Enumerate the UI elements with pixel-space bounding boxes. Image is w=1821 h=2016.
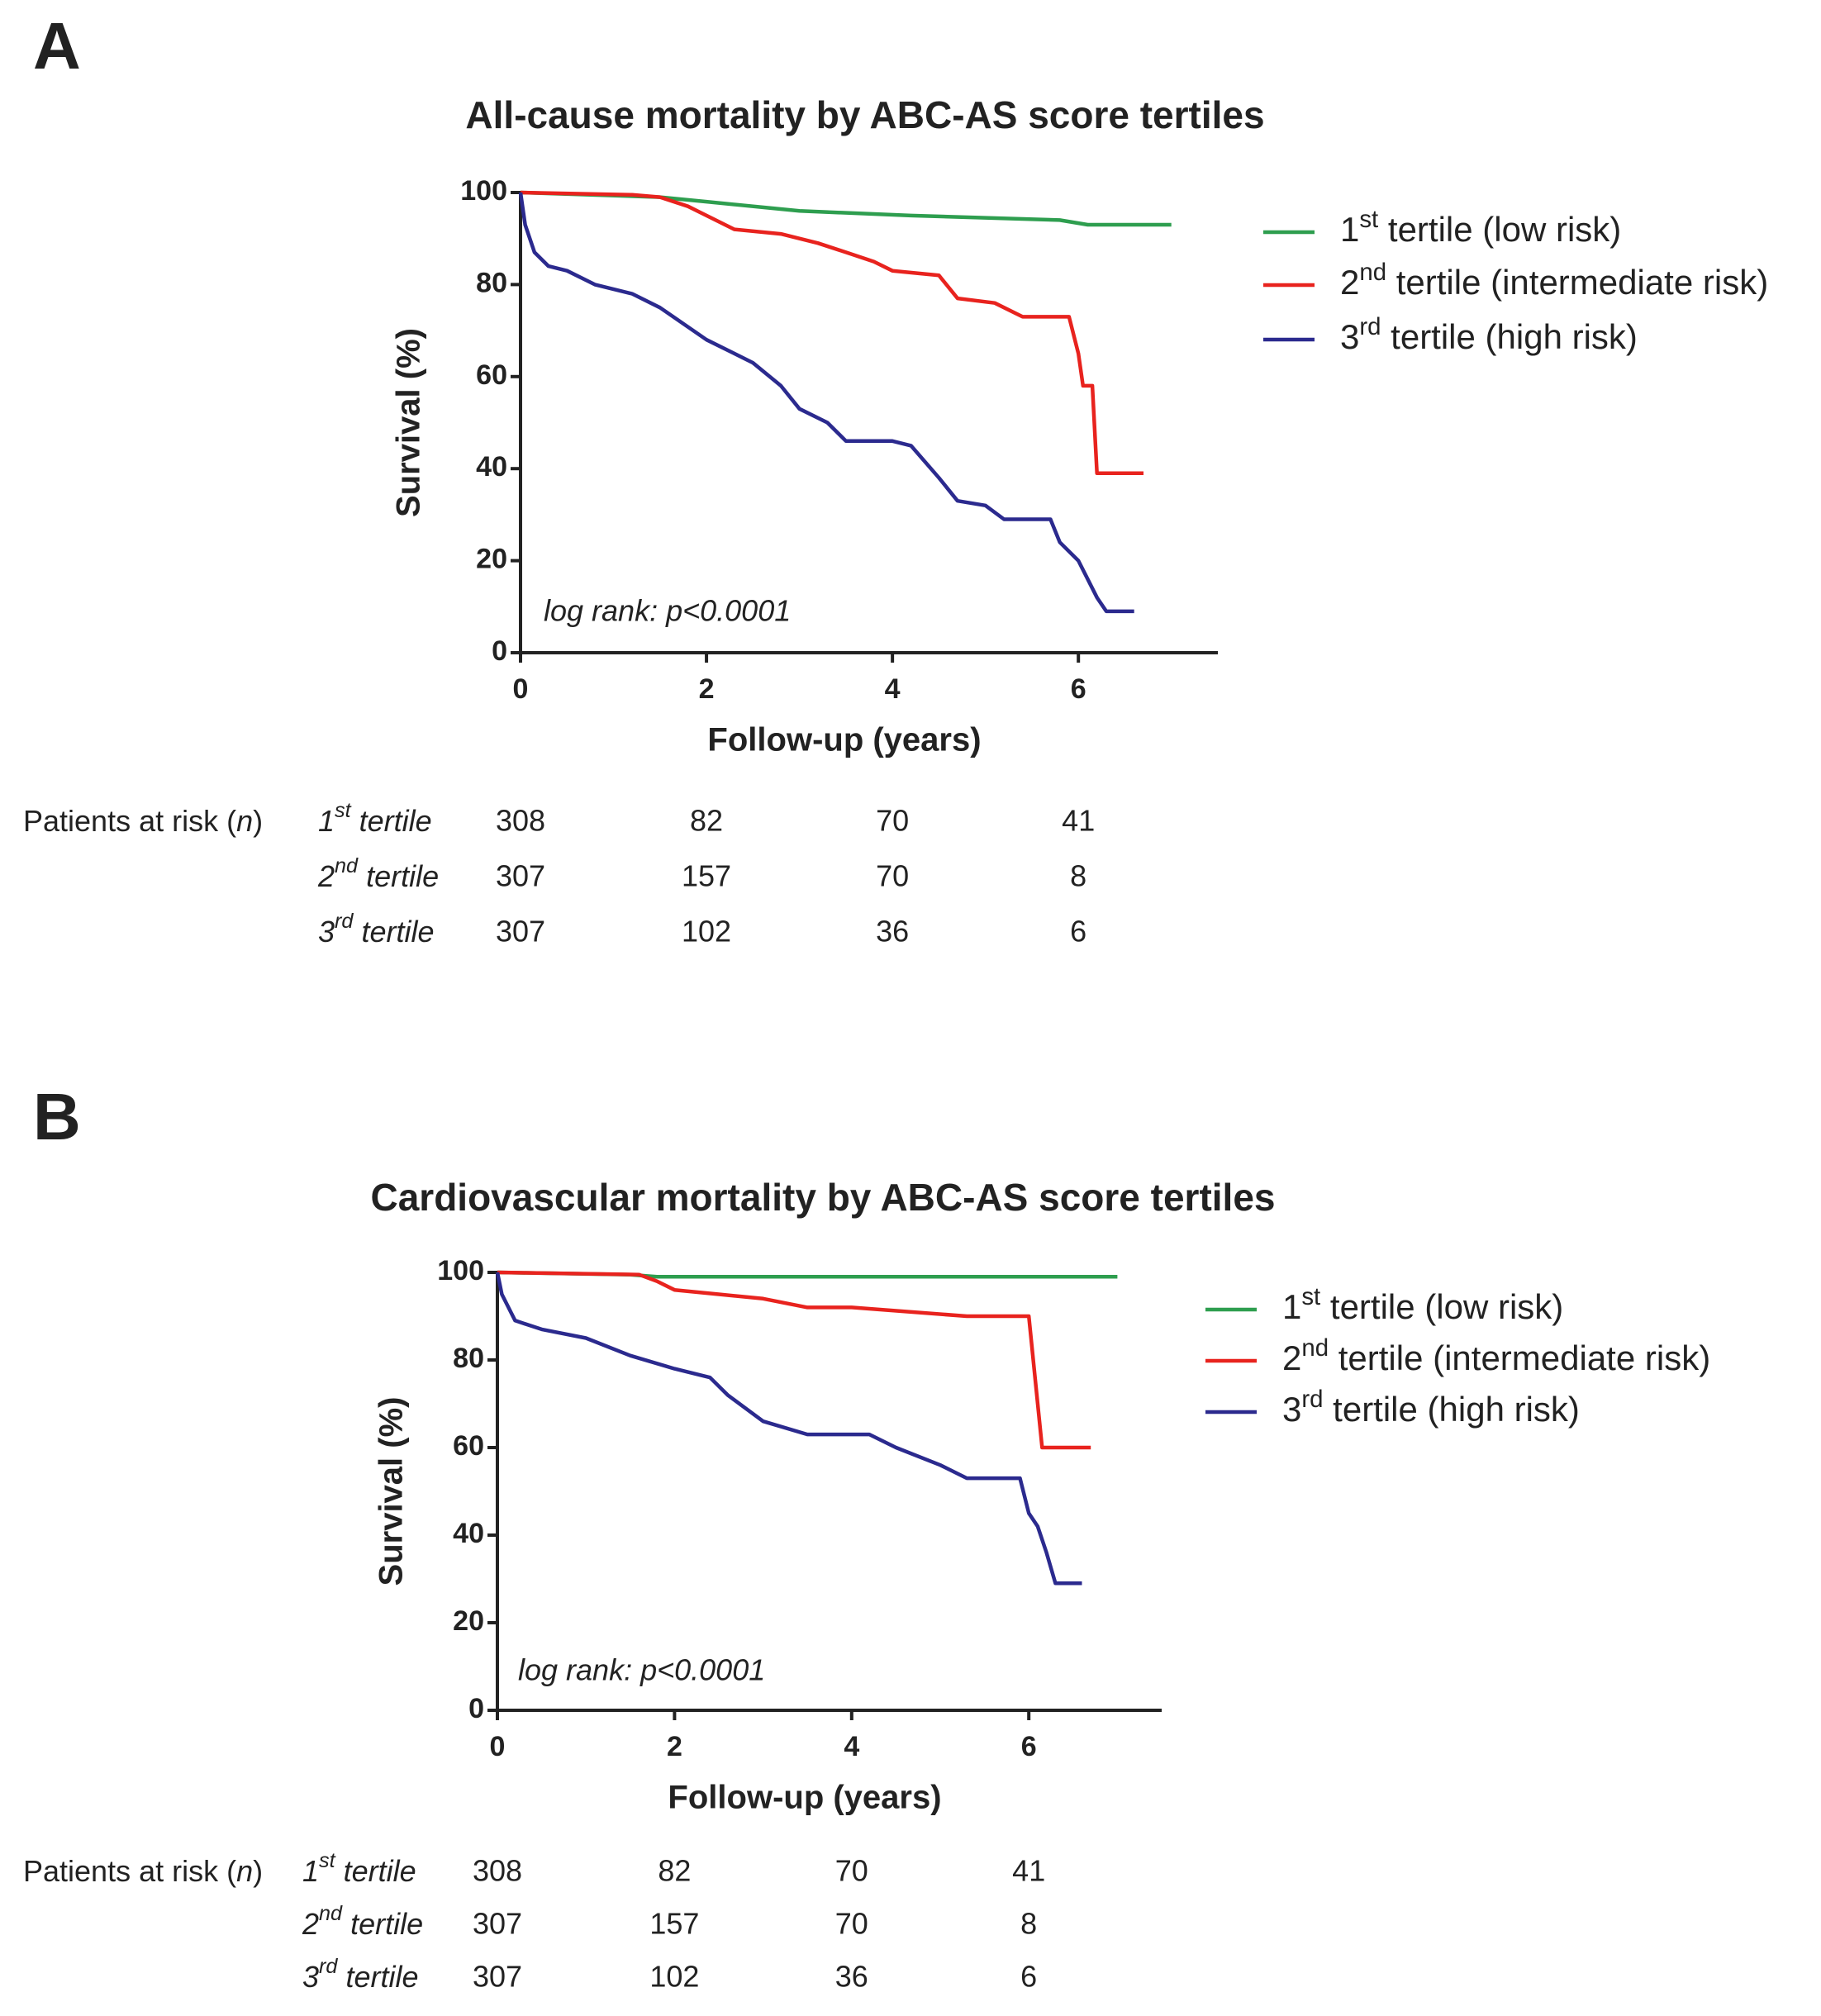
y-tick-label: 60 bbox=[476, 359, 507, 391]
risk-count: 307 bbox=[496, 915, 545, 949]
y-tick-label: 100 bbox=[437, 1255, 484, 1286]
x-tick-label: 0 bbox=[490, 1731, 506, 1762]
survival-line bbox=[518, 192, 1134, 614]
legend-label: 3rd tertile (high risk) bbox=[1340, 313, 1638, 356]
panel-label: A bbox=[33, 9, 81, 83]
risk-count: 6 bbox=[1020, 1960, 1037, 1994]
risk-row-name: 1st tertile bbox=[318, 799, 432, 838]
y-tick-label: 0 bbox=[468, 1693, 484, 1724]
risk-count: 157 bbox=[649, 1907, 699, 1941]
risk-count: 6 bbox=[1070, 915, 1086, 949]
panel-label: B bbox=[33, 1080, 81, 1153]
chart-title: All-cause mortality by ABC-AS score tert… bbox=[465, 93, 1264, 136]
x-axis-title: Follow-up (years) bbox=[668, 1780, 941, 1816]
y-axis-title: Survival (%) bbox=[391, 328, 427, 517]
annotation: log rank: p<0.0001 bbox=[518, 1653, 765, 1687]
risk-table-label: Patients at risk (n) bbox=[23, 804, 263, 838]
survival-line bbox=[497, 1270, 1091, 1450]
risk-row-name: 1st tertile bbox=[302, 1849, 416, 1888]
x-tick-label: 0 bbox=[513, 673, 529, 705]
risk-count: 70 bbox=[835, 1854, 868, 1888]
y-axis-title: Survival (%) bbox=[373, 1397, 410, 1586]
risk-count: 307 bbox=[473, 1907, 522, 1941]
y-tick-label: 40 bbox=[476, 451, 507, 483]
risk-count: 36 bbox=[876, 915, 909, 949]
y-tick-label: 40 bbox=[453, 1518, 484, 1549]
risk-count: 102 bbox=[649, 1960, 699, 1994]
risk-count: 8 bbox=[1070, 859, 1086, 893]
legend-label: 2nd tertile (intermediate risk) bbox=[1340, 259, 1768, 302]
risk-count: 41 bbox=[1012, 1854, 1045, 1888]
survival-line bbox=[520, 190, 1143, 476]
legend-label: 1st tertile (low risk) bbox=[1340, 206, 1621, 249]
x-tick-label: 2 bbox=[667, 1731, 682, 1762]
legend-label: 2nd tertile (intermediate risk) bbox=[1282, 1334, 1710, 1377]
risk-count: 82 bbox=[690, 804, 723, 838]
risk-row-name: 3rd tertile bbox=[318, 910, 434, 949]
risk-count: 102 bbox=[682, 915, 731, 949]
survival-line bbox=[520, 190, 1172, 227]
risk-count: 308 bbox=[496, 804, 545, 838]
risk-row-name: 3rd tertile bbox=[302, 1955, 418, 1994]
risk-count: 70 bbox=[876, 804, 909, 838]
risk-count: 82 bbox=[658, 1854, 691, 1888]
y-tick-label: 80 bbox=[453, 1343, 484, 1374]
risk-count: 36 bbox=[835, 1960, 868, 1994]
risk-count: 157 bbox=[682, 859, 731, 893]
y-tick-label: 80 bbox=[476, 267, 507, 298]
legend-label: 3rd tertile (high risk) bbox=[1282, 1386, 1580, 1429]
y-tick-label: 100 bbox=[460, 175, 507, 207]
risk-count: 307 bbox=[473, 1960, 522, 1994]
legend-label: 1st tertile (low risk) bbox=[1282, 1283, 1563, 1326]
risk-count: 41 bbox=[1062, 804, 1095, 838]
x-tick-label: 6 bbox=[1021, 1731, 1037, 1762]
risk-count: 307 bbox=[496, 859, 545, 893]
risk-count: 70 bbox=[876, 859, 909, 893]
risk-row-name: 2nd tertile bbox=[302, 1902, 423, 1941]
risk-row-name: 2nd tertile bbox=[317, 854, 439, 893]
annotation: log rank: p<0.0001 bbox=[544, 594, 791, 628]
risk-count: 8 bbox=[1020, 1907, 1037, 1941]
x-tick-label: 4 bbox=[844, 1731, 859, 1762]
survival-line bbox=[495, 1272, 1082, 1586]
x-tick-label: 2 bbox=[699, 673, 715, 705]
y-tick-label: 60 bbox=[453, 1430, 484, 1462]
y-tick-label: 20 bbox=[453, 1605, 484, 1637]
risk-count: 308 bbox=[473, 1854, 522, 1888]
x-axis-title: Follow-up (years) bbox=[707, 722, 981, 758]
y-tick-label: 20 bbox=[476, 544, 507, 575]
risk-table-label: Patients at risk (n) bbox=[23, 1854, 263, 1888]
y-tick-label: 0 bbox=[492, 635, 507, 667]
risk-count: 70 bbox=[835, 1907, 868, 1941]
chart-title: Cardiovascular mortality by ABC-AS score… bbox=[371, 1176, 1276, 1219]
x-tick-label: 6 bbox=[1071, 673, 1086, 705]
x-tick-label: 4 bbox=[885, 673, 901, 705]
